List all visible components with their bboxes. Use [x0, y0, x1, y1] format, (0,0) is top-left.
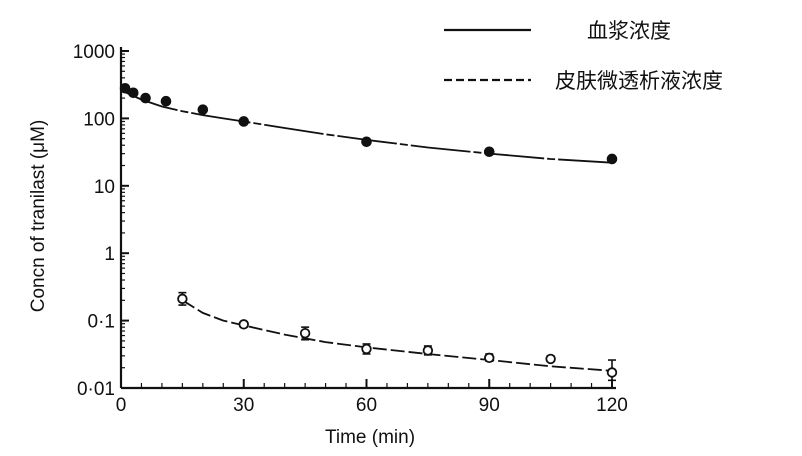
data-point: [606, 153, 618, 165]
fit-lines-layer: [120, 89, 613, 372]
x-tick-label: 0: [116, 395, 127, 416]
data-point: [361, 343, 372, 355]
x-tick-label: 90: [479, 395, 500, 416]
data-point: [140, 92, 151, 104]
y-axis-title: Concn of tranilast (μM): [28, 120, 49, 313]
data-point: [238, 116, 250, 127]
x-tick-label: 120: [596, 395, 628, 416]
legend-label-series-1: 血浆浓度: [587, 19, 671, 43]
data-point: [545, 353, 556, 365]
x-tick-label: 30: [233, 395, 254, 416]
y-tick-label: 10: [94, 177, 115, 198]
series-1-fit-line: [120, 89, 613, 164]
y-tick-label: 0·1: [88, 312, 115, 333]
series-2-fit-line: [181, 299, 613, 372]
axes-layer: 0·01 0·1 1 10 100 1000 0 30 60 90 120: [73, 42, 628, 416]
y-tick-label: 1: [104, 244, 115, 265]
data-point: [197, 104, 209, 115]
data-point: [299, 328, 311, 339]
data-point: [361, 136, 372, 148]
data-point: [238, 319, 249, 330]
data-point: [160, 95, 172, 107]
x-axis-title: Time (min): [325, 427, 415, 448]
markers-layer: [119, 82, 618, 382]
y-tick-label: 1000: [73, 42, 115, 63]
data-point: [127, 87, 139, 99]
y-tick-label: 0·01: [77, 379, 115, 400]
data-point: [422, 345, 434, 356]
legend-label-series-2: 皮肤微透析液浓度: [555, 69, 723, 93]
data-point: [483, 146, 495, 158]
x-tick-label: 60: [356, 395, 377, 416]
data-point: [606, 367, 618, 378]
y-tick-label: 100: [83, 109, 115, 130]
data-point: [484, 352, 495, 364]
data-point: [177, 293, 188, 305]
data-point: [119, 82, 131, 94]
